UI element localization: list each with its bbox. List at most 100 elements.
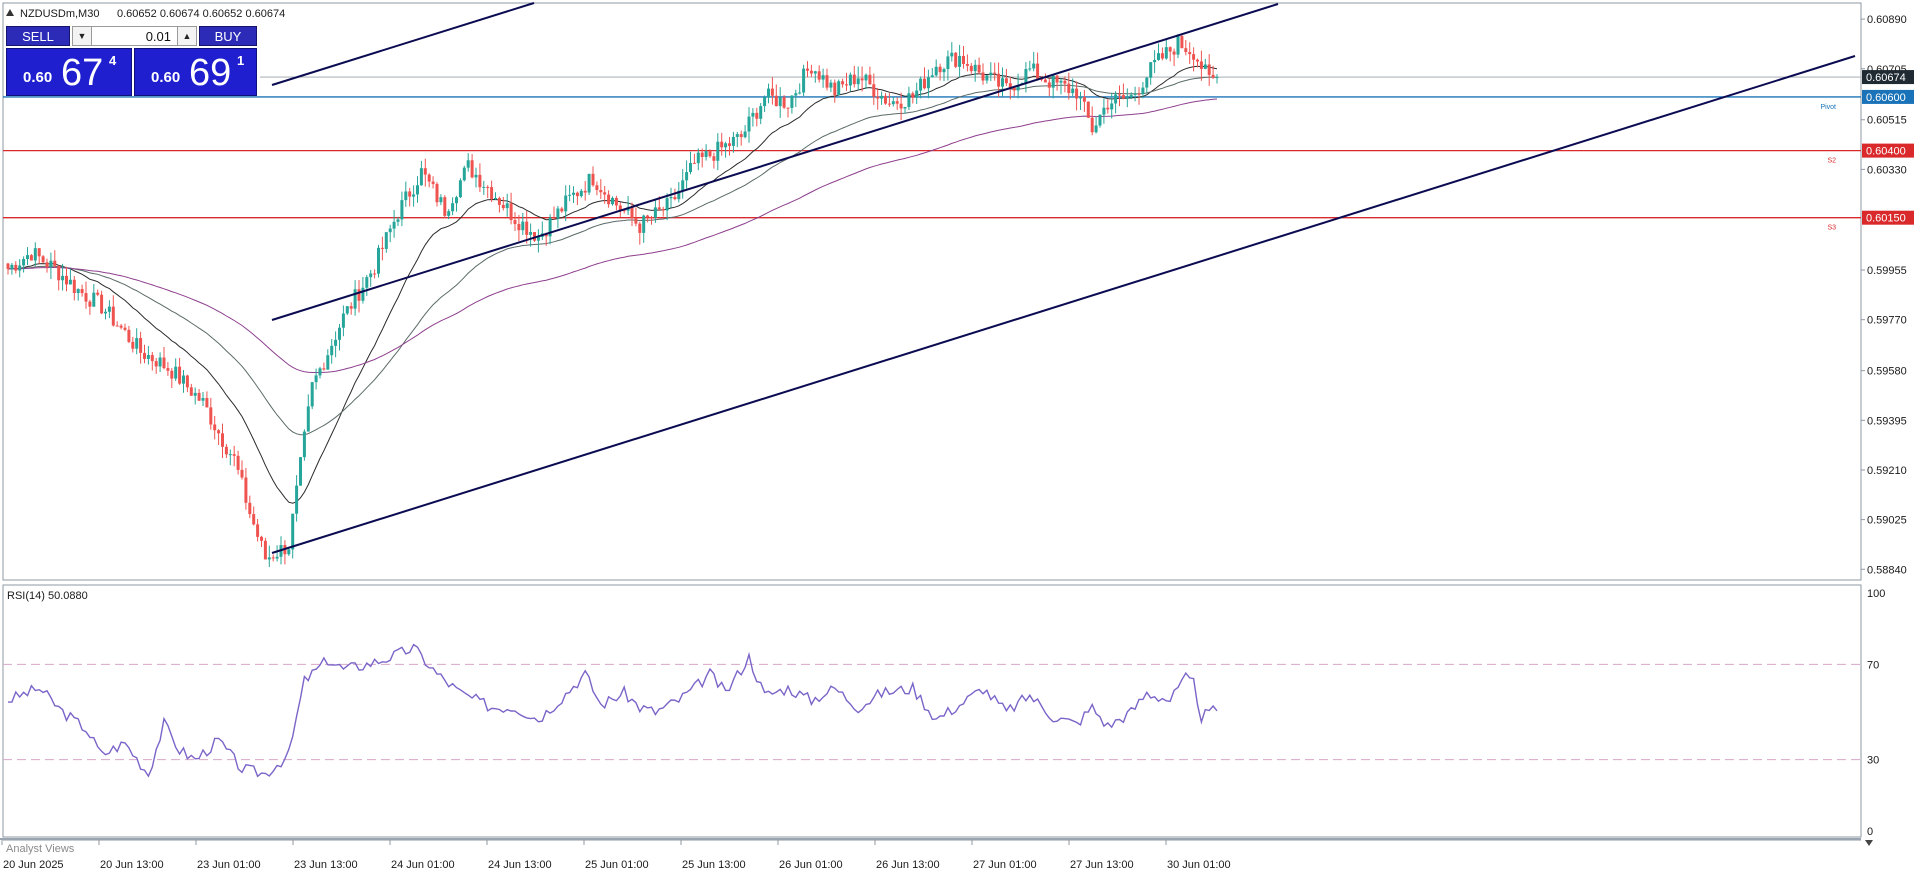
candle (809, 64, 813, 77)
candle (712, 152, 716, 169)
candle (439, 194, 443, 206)
candle (1172, 48, 1176, 66)
candle (310, 381, 314, 410)
volume-input[interactable] (92, 26, 177, 46)
candle (466, 153, 470, 172)
candle-body (209, 407, 213, 425)
candle (392, 209, 396, 238)
candle-body (973, 64, 977, 72)
candle (248, 495, 252, 519)
candle (423, 158, 427, 187)
candle-body (833, 82, 837, 96)
candle (334, 331, 338, 358)
candle (65, 266, 68, 292)
candle-body (1125, 97, 1129, 99)
candle (88, 299, 92, 315)
candle (1047, 78, 1051, 97)
bid-price-button[interactable]: 0.60 67 4 (6, 48, 132, 96)
candle (985, 75, 989, 84)
candle (299, 457, 302, 486)
candle (942, 67, 946, 82)
volume-decrease-button[interactable]: ▼ (72, 26, 92, 46)
candle-body (1172, 51, 1176, 55)
candle (302, 429, 306, 461)
candle-body (1110, 103, 1114, 110)
candle-body (107, 306, 111, 312)
collapse-triangle-icon[interactable] (6, 9, 14, 16)
candle (731, 131, 735, 153)
candle-body (349, 306, 353, 309)
candle-body (345, 306, 349, 314)
candle (1168, 46, 1172, 62)
candle-body (1079, 97, 1082, 99)
candle (536, 229, 540, 253)
candle (907, 86, 911, 110)
candle-body (689, 162, 692, 173)
candle (1164, 39, 1168, 60)
candle-body (306, 406, 310, 432)
candle-body (806, 68, 809, 71)
candle (146, 346, 150, 365)
candle (61, 263, 65, 291)
bid-pipette: 4 (109, 53, 117, 68)
candle (845, 72, 848, 91)
candle (1028, 60, 1032, 72)
level-tag-pivot: 0.60600 (1866, 92, 1906, 104)
time-tick-label: 24 Jun 13:00 (488, 859, 552, 871)
candle (154, 358, 158, 374)
analyst-views-tab[interactable]: Analyst Views (6, 843, 75, 855)
candle-body (887, 103, 891, 105)
candle (131, 336, 135, 353)
candle (447, 209, 451, 220)
candle-body (314, 375, 318, 383)
candle-body (716, 141, 720, 161)
candle (806, 61, 809, 78)
candle (1086, 101, 1090, 119)
candle (1106, 99, 1110, 114)
candle-body (1180, 35, 1184, 49)
rsi-scroll-icon[interactable] (1865, 840, 1873, 846)
candle (119, 323, 123, 330)
buy-button[interactable]: BUY (199, 26, 257, 46)
candle (96, 289, 100, 297)
candle-body (236, 455, 240, 470)
candle-body (1121, 95, 1125, 99)
candle-body (868, 74, 872, 85)
candle (236, 450, 240, 475)
candle (607, 190, 611, 208)
candle-body (579, 190, 583, 197)
candle (49, 252, 53, 279)
candle-body (599, 190, 603, 193)
candle-body (357, 289, 361, 301)
trendlines[interactable] (271, 2, 1856, 554)
candle-body (240, 469, 244, 478)
volume-increase-button[interactable]: ▲ (177, 26, 197, 46)
candle-body (728, 143, 731, 146)
candle (1075, 81, 1079, 111)
candle-body (556, 208, 560, 219)
candle (135, 328, 139, 355)
candle-body (1032, 63, 1036, 69)
rsi-plot-frame (2, 584, 1862, 838)
candle (833, 79, 837, 103)
candle (665, 193, 669, 221)
time-tick-label: 27 Jun 01:00 (973, 859, 1037, 871)
candle-body (1157, 53, 1160, 60)
time-tick-label: 30 Jun 01:00 (1167, 859, 1231, 871)
sell-button[interactable]: SELL (6, 26, 70, 46)
candle-body (221, 433, 224, 447)
candle-body (1129, 94, 1133, 98)
ask-price-button[interactable]: 0.60 69 1 (134, 48, 257, 96)
candle-body (1059, 80, 1063, 83)
candle-body (1188, 52, 1192, 55)
rsi-scale-label: 30 (1867, 755, 1879, 767)
candle-body (743, 131, 747, 138)
candle (763, 95, 767, 113)
candle-body (942, 69, 946, 73)
panel-divider[interactable] (0, 838, 1861, 840)
candle-body (790, 95, 794, 108)
candle (482, 180, 486, 195)
candle (295, 475, 299, 522)
